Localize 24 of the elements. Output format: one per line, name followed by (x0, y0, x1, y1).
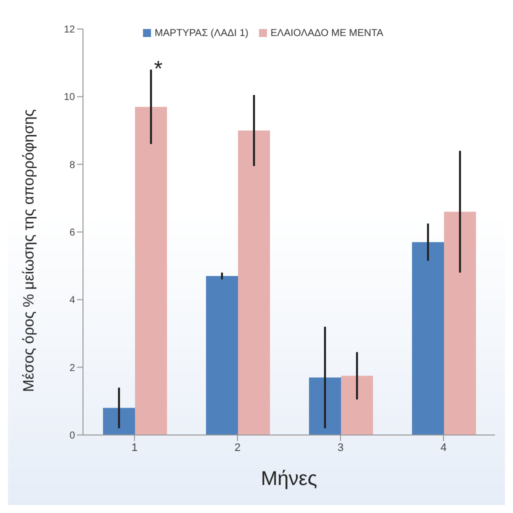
y-tick-label: 0 (69, 430, 76, 442)
legend-label: ΕΛΑΙΟΛΑΔΟ ΜΕ ΜΕΝΤΑ (270, 28, 384, 39)
x-tick-label: 4 (440, 442, 447, 454)
x-tick-label: 3 (337, 442, 344, 454)
y-tick-label: 2 (69, 362, 76, 374)
bar (309, 377, 341, 435)
y-tick-label: 6 (69, 228, 76, 239)
bar (444, 212, 476, 435)
y-axis-title: Μέσος όρος % μείωσης της απορρόφησης (20, 109, 38, 392)
x-axis-title: Μήνες (260, 468, 318, 490)
bar (206, 276, 238, 435)
bar (412, 242, 444, 435)
y-tick-label: 4 (69, 295, 76, 306)
bar (238, 130, 270, 435)
y-tick-label: 8 (69, 160, 76, 171)
annotation: * (154, 56, 163, 81)
y-tick-label: 12 (64, 24, 76, 36)
x-tick-label: 2 (234, 442, 241, 454)
y-tick-label: 10 (64, 92, 76, 104)
x-tick-label: 1 (131, 442, 138, 454)
bar (341, 376, 373, 435)
bar (135, 106, 167, 435)
legend-label: ΜΑΡΤΥΡΑΣ (ΛΑΔΙ 1) (154, 28, 248, 39)
bar (103, 408, 135, 435)
